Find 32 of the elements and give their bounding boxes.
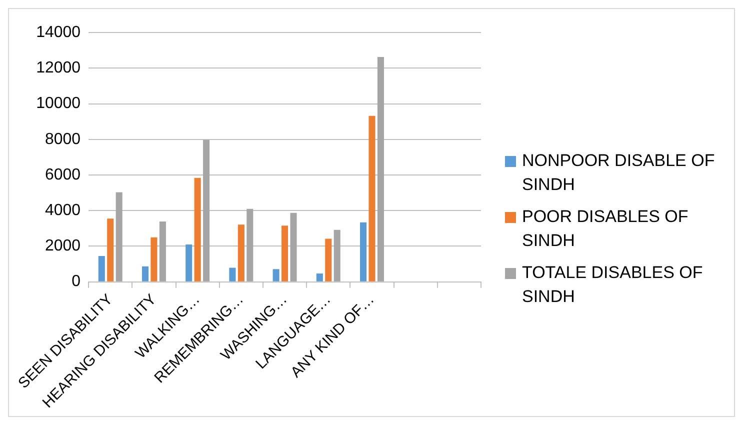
y-tick-label: 10000 xyxy=(36,95,81,112)
legend-label: NONPOOR DISABLE OF SINDH xyxy=(522,150,716,196)
bar xyxy=(316,273,323,282)
bar xyxy=(246,208,254,282)
bar xyxy=(272,269,280,282)
bar xyxy=(229,268,236,282)
bar xyxy=(325,238,332,282)
bar xyxy=(334,230,340,282)
bar xyxy=(377,56,384,282)
bar xyxy=(282,226,288,282)
bar xyxy=(150,237,158,282)
y-tick-label: 4000 xyxy=(44,202,81,220)
bar xyxy=(98,256,105,282)
bar xyxy=(186,244,192,282)
y-tick-label: 14000 xyxy=(36,24,81,42)
bar xyxy=(290,212,297,282)
y-tick-label: 8000 xyxy=(44,130,81,148)
y-tick-label: 6000 xyxy=(44,166,81,184)
bar xyxy=(203,140,210,282)
bar xyxy=(368,116,376,282)
bar xyxy=(238,224,244,282)
y-tick-label: 0 xyxy=(72,273,81,290)
bar xyxy=(142,266,149,282)
y-tick-label: 2000 xyxy=(44,238,81,255)
bar xyxy=(107,218,114,282)
bar xyxy=(116,192,122,282)
bar xyxy=(159,221,166,282)
y-tick-label: 12000 xyxy=(36,60,81,77)
bar xyxy=(194,178,201,282)
legend-label: TOTALE DISABLES OF SINDH xyxy=(522,262,704,308)
bar xyxy=(360,222,367,282)
legend-label: POOR DISABLES OF SINDH xyxy=(522,206,690,252)
